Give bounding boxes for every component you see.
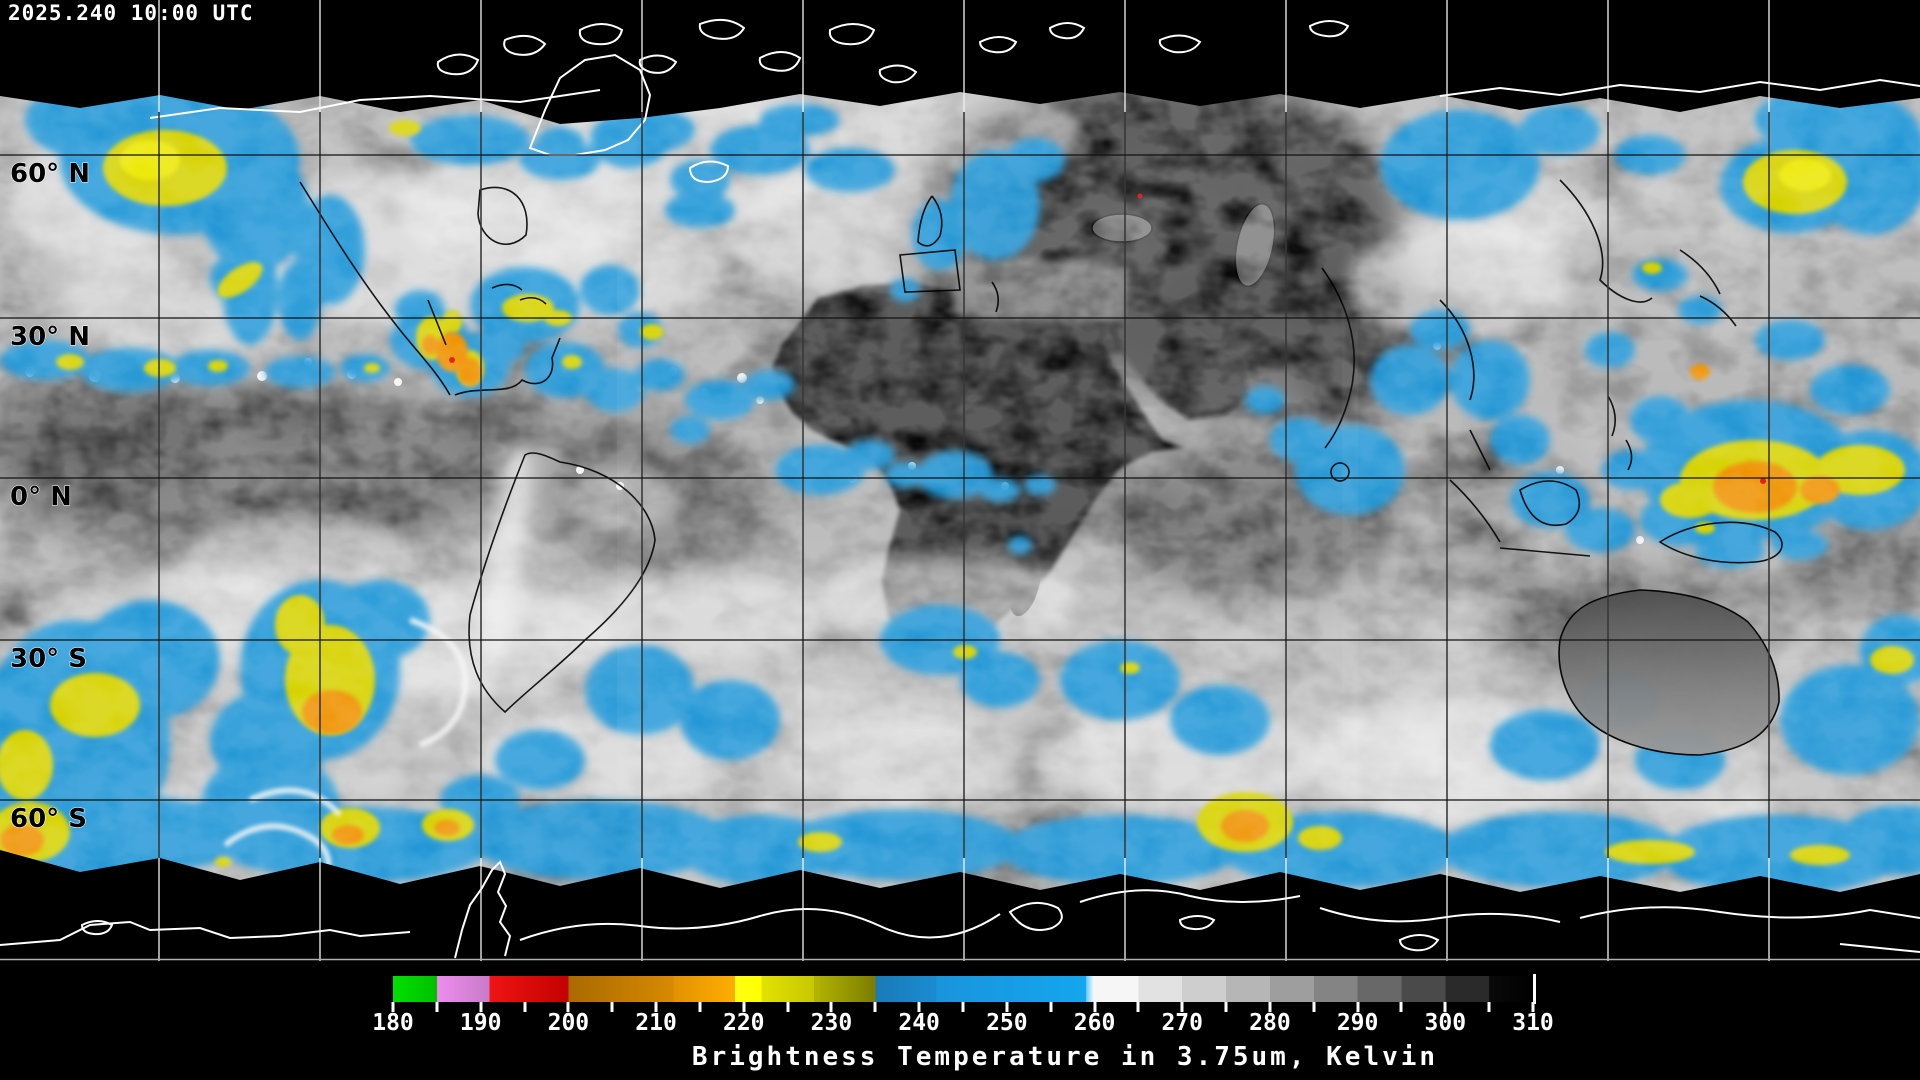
colorbar-tick-label: 190 [459,1010,502,1036]
polar-night-north [0,0,1920,124]
satellite-map: 60° N 30° N 0° N 30° S 60° S [0,0,1920,961]
brightness-temperature-map: 60° N 30° N 0° N 30° S 60° S [0,0,1920,961]
colorbar-tick-label: 270 [1161,1010,1203,1036]
colorbar-tick [1180,1002,1184,1012]
colorbar-tick [961,1002,965,1012]
colorbar-tick [523,1002,527,1012]
colorbar-tick [1224,1002,1228,1012]
colorbar-tick-label: 240 [898,1010,940,1036]
colorbar-tick [654,1002,658,1012]
colorbar-tick [1487,1002,1491,1012]
colorbar-tick-label: 250 [986,1010,1028,1036]
latitude-label: 30° S [10,644,87,674]
colorbar-tick-label: 290 [1336,1010,1379,1036]
colorbar-tick-label: 220 [722,1010,765,1036]
colorbar-tick [1005,1002,1009,1012]
colorbar-tick-label: 310 [1512,1010,1554,1036]
colorbar-tick [873,1002,877,1012]
polar-night-south [0,850,1920,961]
latitude-label: 30° N [10,322,90,352]
colorbar-tick [917,1002,921,1012]
graticule: 60° N 30° N 0° N 30° S 60° S [0,0,1920,961]
colorbar-tick [742,1002,746,1012]
colorbar-tick-label: 210 [635,1010,677,1036]
colorbar-tick [566,1002,570,1012]
colorbar-tick [435,1002,439,1012]
colorbar-tick [479,1002,483,1012]
colorbar-tick [1312,1002,1316,1012]
colorbar-tick [1399,1002,1403,1012]
colorbar-tick [786,1002,790,1012]
colorbar-caption: Brightness Temperature in 3.75um, Kelvin [691,1042,1439,1072]
colorbar-tick [829,1002,833,1012]
colorbar-tick-label: 200 [547,1010,590,1036]
colorbar-tick-label: 280 [1249,1010,1291,1036]
australia [1558,589,1780,756]
swath-seam [1342,300,1358,800]
colorbar-tick [1093,1002,1097,1012]
coastlines-polar [0,18,1920,959]
latitude-label: 0° N [10,482,72,512]
colorbar-tick [1268,1002,1272,1012]
colorbar-tick [391,1002,395,1012]
colorbar-tick [1049,1002,1053,1012]
colorbar-tick-label: 300 [1424,1010,1467,1036]
latitude-label: 60° S [10,804,87,834]
colorbar-tick [1531,1002,1535,1012]
latitude-label: 60° N [10,159,90,189]
colorbar-tick [698,1002,702,1012]
colorbar-tick-label: 230 [810,1010,853,1036]
colorbar-tick-label: 180 [372,1010,414,1036]
colorbar-tick [1443,1002,1447,1012]
colorbar [393,976,1533,1002]
colorbar-tick [1356,1002,1360,1012]
swath-seam [617,220,643,790]
colorbar-tick-label: 260 [1073,1010,1116,1036]
timestamp: 2025.240 10:00 UTC [8,1,254,25]
coastlines-dark [299,179,1783,714]
colorbar-endcap [1533,974,1536,1004]
colorbar-tick [610,1002,614,1012]
colorbar-tick [1136,1002,1140,1012]
